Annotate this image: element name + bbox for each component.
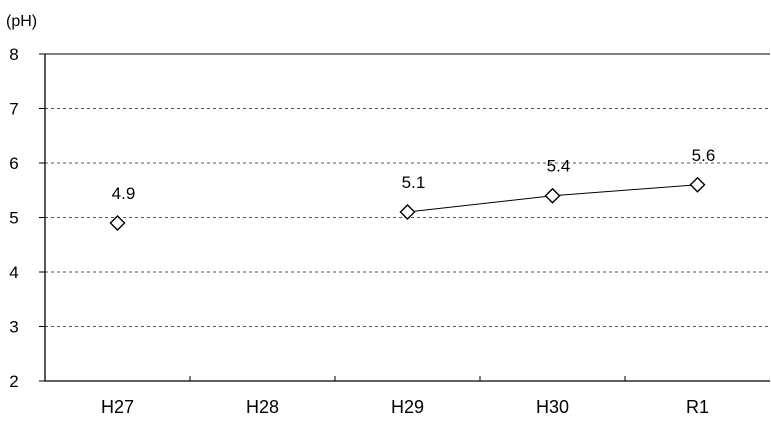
x-tick-label: R1	[686, 397, 709, 417]
y-tick-label: 7	[9, 100, 18, 119]
x-tick-label: H29	[391, 397, 424, 417]
y-tick-label: 6	[9, 154, 18, 173]
data-markers	[109, 176, 706, 231]
data-point	[399, 204, 416, 221]
data-labels: 4.9 5.1 5.4 5.6	[112, 146, 716, 203]
x-tick-labels: H27 H28 H29 H30 R1	[101, 397, 709, 417]
x-tick-label: H28	[246, 397, 279, 417]
data-label: 4.9	[112, 184, 136, 203]
data-point	[689, 176, 706, 193]
y-tick-label: 4	[9, 263, 18, 282]
y-axis-unit-label: (pH)	[6, 13, 37, 30]
x-tick-label: H27	[101, 397, 134, 417]
data-label: 5.1	[402, 173, 426, 192]
data-point	[109, 214, 126, 231]
x-tick-label: H30	[536, 397, 569, 417]
y-tick-label: 5	[9, 209, 18, 228]
y-tick-labels: 2 3 4 5 6 7 8	[9, 45, 18, 391]
data-point	[544, 187, 561, 204]
data-label: 5.4	[547, 157, 571, 176]
y-tick-label: 3	[9, 318, 18, 337]
y-tick-label: 8	[9, 45, 18, 64]
axes	[39, 53, 770, 382]
y-tick-label: 2	[9, 372, 18, 391]
data-label: 5.6	[692, 146, 716, 165]
